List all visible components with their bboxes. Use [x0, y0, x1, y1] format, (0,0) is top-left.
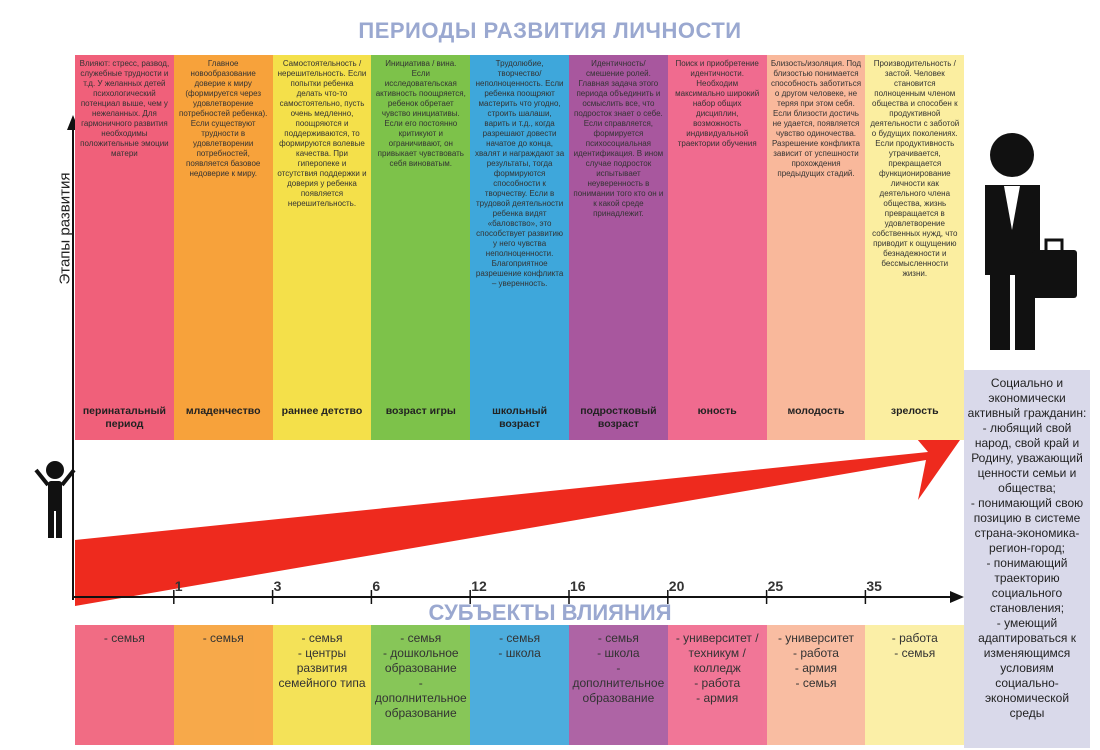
period-column: Идентичность/смешение ролей. Главная зад… [569, 55, 668, 440]
period-column: Поиск и приобретение идентичности. Необх… [667, 55, 767, 440]
period-description: Главное новообразование доверие к миру (… [178, 59, 268, 178]
subtitle: СУБЪЕКТЫ ВЛИЯНИЯ [428, 600, 672, 625]
adult-icon [985, 133, 1077, 350]
period-name: подростковый возраст [580, 405, 657, 430]
influence-box: - университет - работа - армия - семья [766, 625, 866, 745]
period-column: Самостоятельность / нерешительность. Есл… [272, 55, 372, 440]
result-line: Социально и экономически активный гражда… [967, 376, 1087, 420]
period-name: молодость [787, 405, 845, 417]
influence-item: - дополнительное образование [572, 661, 665, 705]
period-description: Идентичность/смешение ролей. Главная зад… [573, 59, 664, 218]
result-box: Социально и экономически активный гражда… [964, 370, 1090, 748]
period-name: перинатальный период [82, 405, 166, 430]
influence-item: - работа [694, 676, 741, 690]
result-line: - умеющий адаптироваться к изменяющимся … [978, 616, 1076, 720]
influence-box: - семья - школа [470, 625, 569, 745]
influence-item: - семья [499, 631, 541, 645]
y-axis-label: Этапы развития [56, 172, 74, 285]
x-axis-arrow [950, 591, 964, 603]
influence-item: - школа [597, 646, 640, 660]
age-label: 16 [570, 578, 586, 594]
influence-item: - семья [597, 631, 639, 645]
period-name: юность [697, 405, 737, 417]
influence-box: - семья - дошкольное образование - дополни… [371, 625, 471, 745]
period-description: Инициатива / вина. Если исследовательска… [375, 59, 466, 168]
period-description: Трудолюбие, творчество/неполноценность. … [475, 59, 565, 288]
influence-item: - семья [301, 631, 343, 645]
result-line: - понимающий траекторию социального стан… [986, 556, 1068, 615]
influence-box: - семья [75, 625, 174, 745]
influence-item: - центры развития семейного типа [278, 646, 366, 690]
result-line: - любящий свой народ, свой край и Родину… [971, 421, 1083, 495]
period-column: Инициатива / вина. Если исследовательска… [371, 55, 471, 440]
period-column: Близость/изоляция. Под близостью понимае… [766, 55, 866, 440]
period-column: Производительность / застой. Человек ста… [865, 55, 965, 440]
period-name: раннее детство [281, 405, 363, 417]
influence-box: - университет / техникум / колледж - рабо… [667, 625, 767, 745]
age-label: 12 [471, 578, 487, 594]
child-icon [34, 461, 76, 538]
period-column: Трудолюбие, творчество/неполноценность. … [470, 55, 569, 440]
period-name: школьный возраст [492, 405, 548, 430]
growth-arrow [75, 426, 960, 606]
period-description: Близость/изоляция. Под близостью понимае… [770, 59, 862, 178]
age-label: 1 [174, 578, 183, 594]
age-label: 35 [866, 578, 882, 594]
title: ПЕРИОДЫ РАЗВИТИЯ ЛИЧНОСТИ [358, 18, 742, 43]
influence-item: - университет [777, 631, 855, 645]
age-label: 6 [372, 578, 381, 594]
influence-item: - семья [795, 676, 837, 690]
influence-box: - работа - семья [865, 625, 965, 745]
period-description: Самостоятельность / нерешительность. Есл… [277, 59, 367, 208]
influence-item: - дополнительное образование [374, 676, 467, 720]
period-description: Поиск и приобретение идентичности. Необх… [675, 59, 760, 148]
period-name: младенчество [185, 405, 261, 417]
influence-item: - семья [894, 646, 936, 660]
influence-item: - университет / техникум / колледж [675, 631, 759, 675]
period-description: Производительность / застой. Человек ста… [870, 59, 960, 278]
period-column: Влияют: стресс, развод, служебные трудно… [75, 55, 174, 440]
influence-item: - армия [794, 661, 838, 675]
influence-item: - семья [202, 631, 244, 645]
period-column: Главное новообразование доверие к миру (… [173, 55, 273, 440]
influence-item: - школа [498, 646, 541, 660]
age-label: 20 [668, 578, 685, 594]
influence-item: - семья [400, 631, 442, 645]
age-label: 25 [767, 578, 784, 594]
period-description: Влияют: стресс, развод, служебные трудно… [79, 59, 170, 158]
age-label: 3 [273, 578, 282, 594]
influence-item: - работа [792, 646, 839, 660]
period-name: зрелость [890, 405, 939, 417]
influence-item: - дошкольное образование [382, 646, 459, 675]
influence-item: - армия [696, 691, 739, 705]
influence-box: - семья - центры развития семейного типа [272, 625, 372, 745]
influence-item: - семья [103, 631, 145, 645]
influence-box: - семья [173, 625, 273, 745]
influence-box: - семья - школа - дополнительное образован… [569, 625, 668, 745]
influence-item: - работа [891, 631, 938, 645]
result-line: - понимающий свою позицию в системе стра… [970, 496, 1084, 555]
period-name: возраст игры [385, 405, 456, 417]
